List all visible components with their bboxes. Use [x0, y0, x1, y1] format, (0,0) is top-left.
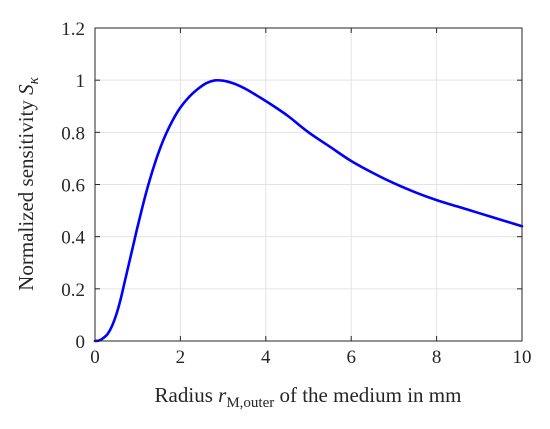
x-axis-title-part-0: Radius: [155, 383, 219, 407]
y-tick-label: 0.8: [61, 123, 85, 144]
y-axis-title-subscript: κ: [26, 76, 42, 84]
x-axis-title-subscript: M,outer: [226, 395, 274, 411]
x-axis-title-part-3: of the medium in mm: [274, 383, 461, 407]
x-tick-label: 8: [432, 347, 442, 368]
y-axis-title-symbol: S: [14, 84, 38, 95]
x-tick-label: 4: [261, 347, 271, 368]
x-tick-labels: 0 2 4 6 8 10: [90, 347, 531, 368]
y-axis-title: Normalized sensitivity Sκ: [14, 76, 42, 290]
x-tick-label: 0: [90, 347, 100, 368]
x-axis-title-symbol: r: [218, 383, 227, 407]
x-tick-label: 2: [176, 347, 186, 368]
y-tick-label: 1: [76, 71, 86, 92]
y-tick-label: 0: [76, 332, 86, 353]
y-tick-label: 1.2: [61, 19, 85, 40]
y-tick-labels: 0 0.2 0.4 0.6 0.8 1 1.2: [61, 19, 85, 353]
y-tick-label: 0.6: [61, 176, 85, 197]
y-tick-label: 0.4: [61, 228, 85, 249]
y-tick-label: 0.2: [61, 280, 85, 301]
series-line: [93, 78, 524, 343]
x-tick-label: 10: [513, 347, 532, 368]
y-axis-title-part-0: Normalized sensitivity: [14, 95, 38, 291]
x-tick-label: 6: [346, 347, 356, 368]
x-axis-title: Radius rM,outer of the medium in mm: [155, 383, 462, 411]
ticks: [94, 27, 523, 342]
